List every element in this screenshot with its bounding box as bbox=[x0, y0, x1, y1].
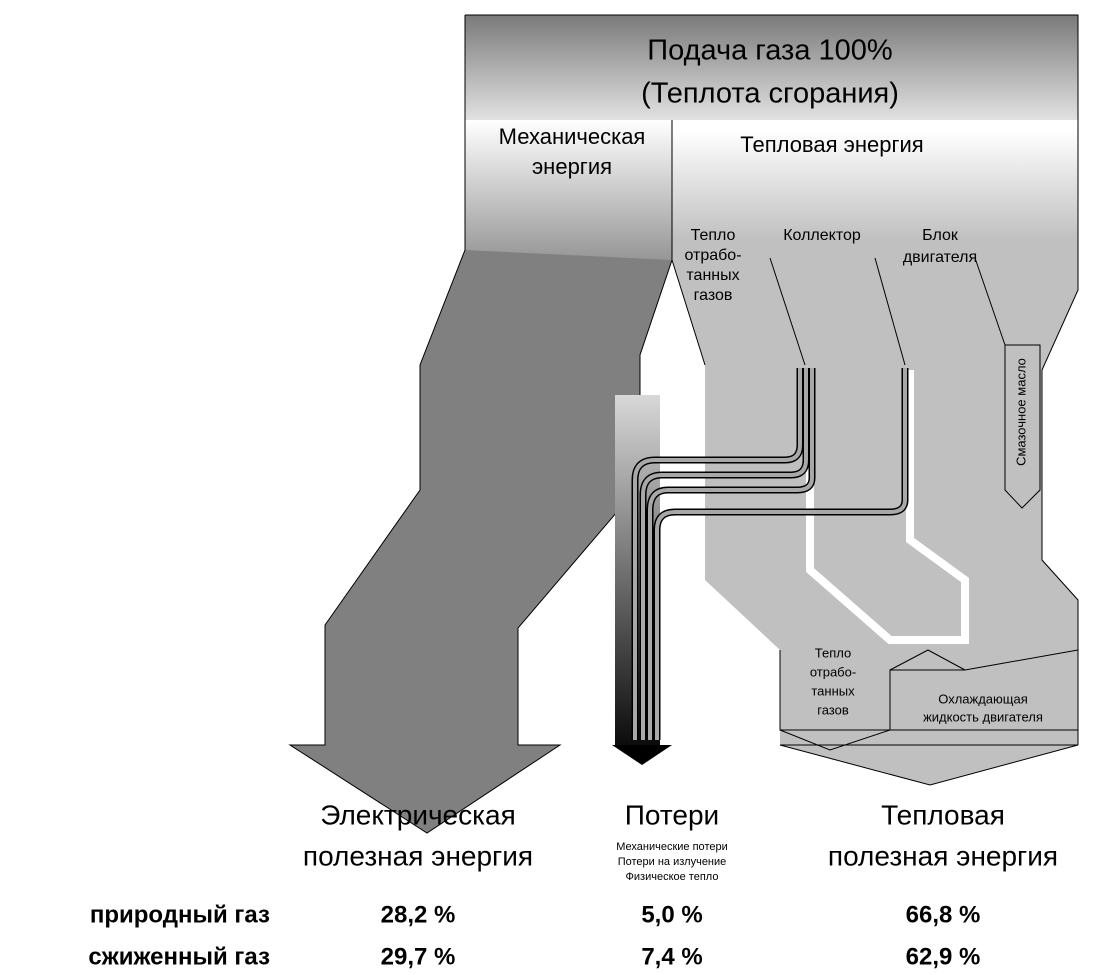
output-label: полезная энергия bbox=[828, 840, 1058, 871]
loss-item: Потери на излучение bbox=[618, 856, 727, 868]
output-label: Тепловая bbox=[881, 799, 1005, 830]
cell: 29,7 % bbox=[381, 943, 456, 970]
title: (Теплота сгорания) bbox=[641, 78, 899, 110]
label: Тепловая энергия bbox=[740, 132, 923, 157]
output-label: Потери bbox=[625, 799, 719, 830]
cell: 5,0 % bbox=[641, 901, 702, 928]
mechanical-flow-top bbox=[465, 120, 672, 260]
label: Коллектор bbox=[783, 227, 861, 244]
label: Механическая bbox=[499, 124, 646, 149]
thermal-flow-top bbox=[672, 120, 1078, 240]
divider bbox=[974, 257, 1006, 346]
label: танных bbox=[686, 267, 739, 284]
row-label: природный газ bbox=[90, 901, 270, 928]
cell: 28,2 % bbox=[381, 901, 456, 928]
loss-item: Физическое тепло bbox=[626, 871, 719, 883]
output-label: Электрическая bbox=[320, 799, 515, 830]
divider bbox=[874, 257, 906, 366]
label: Тепло bbox=[815, 645, 851, 660]
thermal-flow bbox=[672, 130, 1078, 745]
output-label: полезная энергия bbox=[303, 840, 533, 871]
loss-item: Механические потери bbox=[616, 841, 727, 853]
divider bbox=[779, 729, 1078, 751]
label: газов bbox=[817, 702, 849, 717]
cell: 7,4 % bbox=[641, 943, 702, 970]
divider bbox=[889, 649, 966, 671]
divider bbox=[779, 649, 1079, 731]
label: газов bbox=[694, 287, 733, 304]
label: энергия bbox=[532, 154, 612, 179]
outline bbox=[465, 14, 1079, 745]
cell: 62,9 % bbox=[906, 943, 981, 970]
label: отрабо- bbox=[810, 664, 856, 679]
label: Блок bbox=[922, 227, 959, 244]
title: Подача газа 100% bbox=[647, 35, 892, 67]
label: Охлаждающая bbox=[938, 691, 1028, 706]
label: жидкость двигателя bbox=[923, 709, 1043, 724]
mechanical-flow bbox=[290, 120, 672, 833]
gap bbox=[806, 370, 969, 644]
label: Тепло bbox=[691, 227, 736, 244]
label: Смазочное масло bbox=[1013, 358, 1028, 466]
label: отрабо- bbox=[684, 247, 741, 264]
divider bbox=[769, 257, 806, 366]
pipes-inner bbox=[633, 368, 907, 740]
cell: 66,8 % bbox=[906, 901, 981, 928]
thermal-arrow bbox=[779, 744, 1079, 786]
outline bbox=[671, 259, 706, 366]
label: танных bbox=[811, 683, 855, 698]
row-label: сжиженный газ bbox=[88, 943, 270, 970]
gas-supply-block bbox=[465, 15, 1078, 140]
loss-arrow bbox=[612, 745, 672, 765]
label: двигателя bbox=[903, 249, 977, 266]
lube-oil-box bbox=[1004, 344, 1041, 509]
